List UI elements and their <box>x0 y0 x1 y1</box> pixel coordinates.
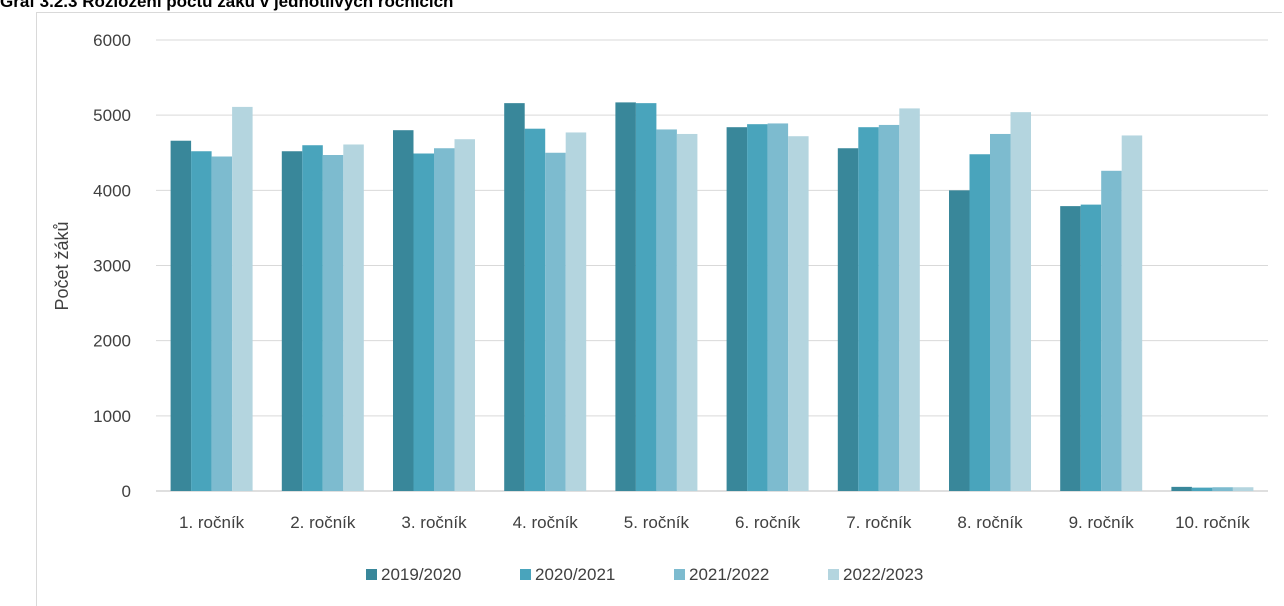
bar <box>393 130 414 491</box>
bar <box>878 124 900 492</box>
bar <box>211 156 233 491</box>
bar <box>1010 112 1031 491</box>
bar <box>726 127 748 492</box>
bar <box>1212 487 1233 491</box>
y-tick-label: 2000 <box>93 332 131 351</box>
bar <box>1171 486 1192 491</box>
bar <box>232 106 253 492</box>
legend-swatch <box>674 569 685 580</box>
bar <box>191 151 212 491</box>
x-tick-label: 1. ročník <box>179 513 245 532</box>
y-axis-ticks: 0 1000 2000 3000 4000 5000 6000 <box>93 31 131 501</box>
bar <box>454 139 475 491</box>
bar <box>1191 487 1213 491</box>
x-tick-label: 9. ročník <box>1069 513 1135 532</box>
legend-label: 2019/2020 <box>381 565 461 584</box>
x-tick-label: 8. ročník <box>957 513 1023 532</box>
bar <box>858 127 879 492</box>
bar <box>656 129 677 491</box>
bar <box>1121 135 1143 491</box>
bar <box>343 144 364 491</box>
legend-swatch <box>520 569 531 580</box>
x-tick-label: 7. ročník <box>846 513 912 532</box>
x-tick-label: 2. ročník <box>290 513 356 532</box>
y-tick-label: 0 <box>122 482 131 501</box>
bar <box>615 102 636 491</box>
bar <box>565 132 587 491</box>
bar <box>545 152 566 491</box>
y-tick-label: 3000 <box>93 257 131 276</box>
bar <box>524 128 546 492</box>
bar <box>747 124 768 491</box>
bar <box>788 136 809 492</box>
x-tick-label: 3. ročník <box>401 513 467 532</box>
bar <box>504 103 525 491</box>
bar <box>635 103 657 491</box>
bar <box>322 155 344 491</box>
bar <box>676 133 698 492</box>
legend: 2019/2020 2020/2021 2021/2022 2022/2023 <box>366 565 923 584</box>
bar <box>281 151 303 491</box>
bar <box>434 148 455 492</box>
bars <box>170 102 1254 492</box>
bar <box>899 108 920 491</box>
bar <box>413 153 434 492</box>
legend-label: 2020/2021 <box>535 565 615 584</box>
bar <box>302 145 323 491</box>
bar <box>969 154 990 491</box>
x-tick-label: 6. ročník <box>735 513 801 532</box>
legend-swatch <box>828 569 839 580</box>
bar <box>990 133 1011 492</box>
bar <box>767 123 789 491</box>
chart-title: Graf 3.2.3 Rozložení počtu žáků v jednot… <box>0 0 454 11</box>
legend-swatch <box>366 569 377 580</box>
bar <box>1232 487 1254 491</box>
bar <box>1101 170 1122 492</box>
y-tick-label: 1000 <box>93 407 131 426</box>
chart-frame <box>36 12 1282 606</box>
x-axis-ticks: 1. ročník 2. ročník 3. ročník 4. ročník 5. r… <box>179 513 1250 532</box>
bar <box>1060 206 1081 491</box>
x-tick-label: 10. ročník <box>1175 513 1250 532</box>
x-tick-label: 4. ročník <box>513 513 579 532</box>
bar <box>170 140 192 491</box>
legend-label: 2022/2023 <box>843 565 923 584</box>
bar <box>1080 204 1102 492</box>
y-axis-title: Počet žáků <box>52 221 72 310</box>
legend-label: 2021/2022 <box>689 565 769 584</box>
bar <box>949 190 970 492</box>
y-tick-label: 6000 <box>93 31 131 50</box>
bar <box>837 148 859 492</box>
y-tick-label: 4000 <box>93 181 131 200</box>
x-tick-label: 5. ročník <box>624 513 690 532</box>
y-tick-label: 5000 <box>93 106 131 125</box>
